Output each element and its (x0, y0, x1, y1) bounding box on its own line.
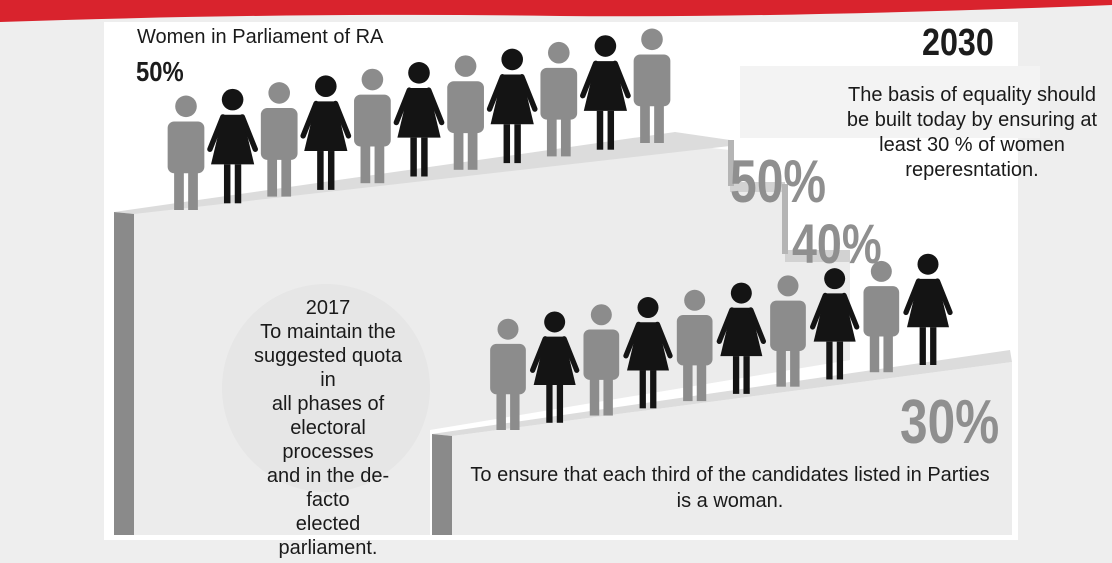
woman-figure-icon (716, 282, 767, 394)
note-2017-line: suggested quota in (254, 345, 402, 391)
quota-note: To ensure that each third of the candida… (470, 464, 990, 512)
year-2030-label: 2030 (922, 22, 994, 64)
woman-figure-icon (623, 297, 673, 409)
note-2017-line: and in the de- facto (266, 465, 390, 511)
step-40-side (782, 184, 788, 254)
woman-figure-icon (529, 311, 580, 423)
woman-figure-icon (486, 48, 538, 164)
step-50-side (728, 140, 734, 186)
man-figure-icon (770, 275, 806, 387)
lower-people-row (490, 253, 953, 430)
note-2017-line: To maintain the (260, 321, 396, 343)
woman-figure-icon (207, 88, 258, 204)
man-figure-icon (260, 82, 298, 197)
lower-block-face (452, 362, 1012, 535)
upper-people-row (167, 28, 671, 210)
lower-block-side (432, 434, 452, 535)
man-figure-icon (633, 28, 671, 143)
woman-figure-icon (393, 62, 445, 177)
infographic-title: Women in Parliament of RA (137, 26, 388, 49)
upper-block-side (114, 212, 134, 535)
red-swoosh (0, 0, 1112, 22)
woman-figure-icon (809, 268, 860, 380)
step-50-percent: 50% (730, 148, 827, 215)
woman-figure-icon (300, 75, 352, 190)
milestone-2017-circle (222, 284, 430, 492)
step-50-top (730, 182, 785, 192)
lower-block-top (432, 350, 1012, 436)
man-figure-icon (354, 68, 391, 184)
red-header-band (0, 0, 1112, 22)
milestone-2017-note: 2017 To maintain the suggested quota in … (248, 296, 408, 560)
note-2017-line: 2017 (305, 297, 351, 319)
man-figure-icon (863, 260, 900, 373)
milestone-2030-box (740, 66, 1040, 138)
note-2017-line: all phases of (271, 393, 385, 415)
step-40-top (785, 250, 850, 262)
man-figure-icon (540, 41, 578, 157)
step-40-percent: 40% (792, 212, 882, 275)
milestone-2030-note: The basis of equality should be built to… (846, 84, 1098, 181)
woman-figure-icon (580, 35, 631, 150)
step-30-percent: 30% (900, 388, 1000, 457)
man-figure-icon (447, 55, 484, 170)
man-figure-icon (490, 318, 526, 430)
woman-figure-icon (903, 253, 953, 365)
note-2017-line: elected parliament. (278, 513, 378, 559)
current-share-percent: 50% (136, 56, 184, 87)
man-figure-icon (167, 95, 205, 210)
man-figure-icon (583, 304, 620, 416)
note-2017-line: electoral processes (282, 417, 374, 463)
man-figure-icon (676, 289, 713, 402)
